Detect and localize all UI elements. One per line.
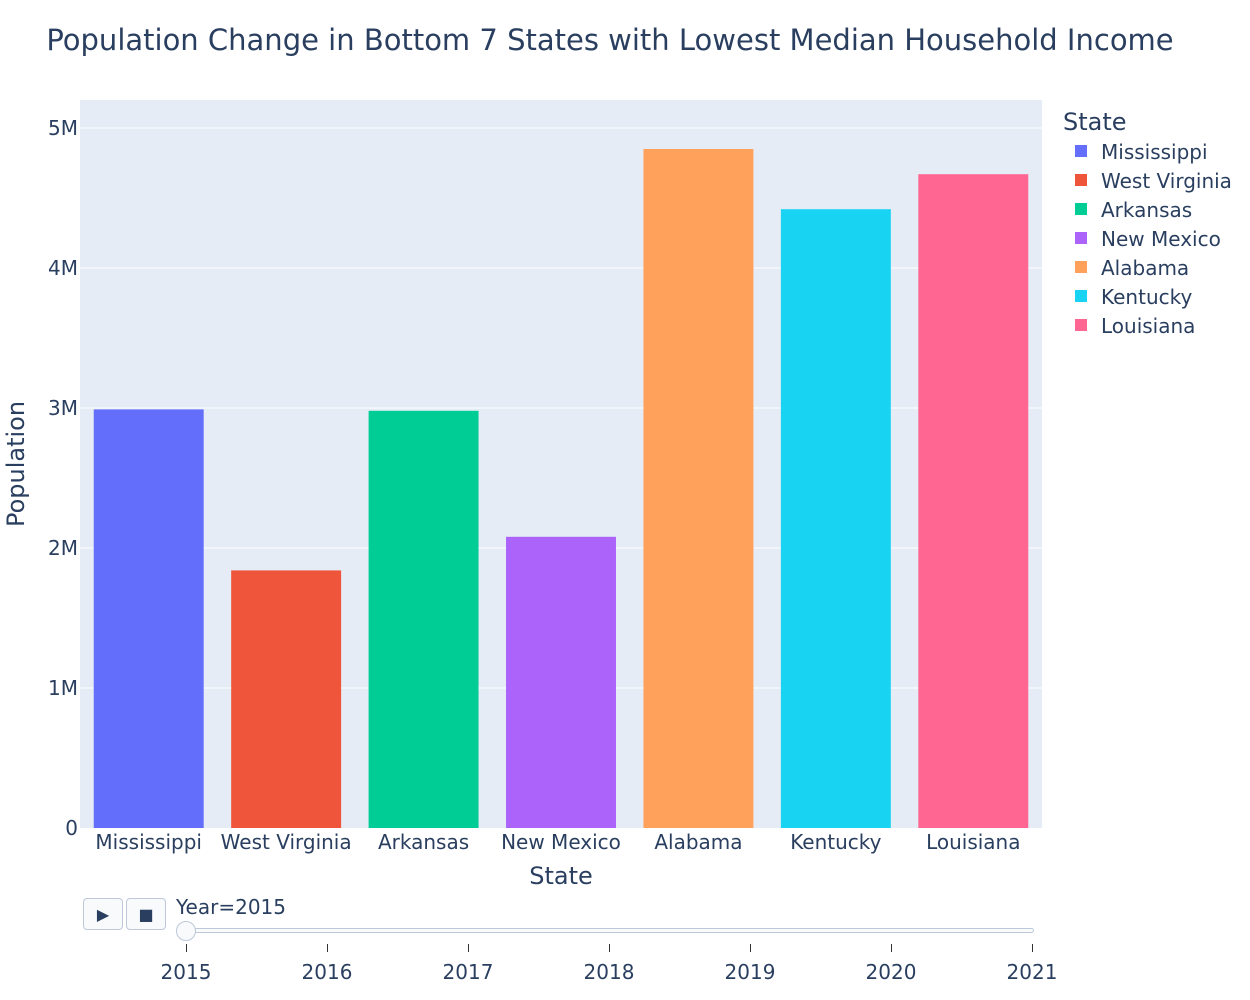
x-tick-label: Arkansas	[378, 830, 469, 854]
x-tick-label: West Virginia	[221, 830, 352, 854]
legend-item-label: Arkansas	[1101, 198, 1192, 222]
slider-tick	[1032, 944, 1033, 952]
legend-swatch	[1075, 319, 1087, 331]
slider-tick	[750, 944, 751, 952]
x-tick-label: Mississippi	[95, 830, 202, 854]
x-tick-label: Alabama	[654, 830, 742, 854]
slider-tick	[468, 944, 469, 952]
slider-current-value: Year=2015	[176, 895, 286, 919]
legend-swatch	[1075, 261, 1087, 273]
y-axis-title: Population	[2, 401, 30, 527]
legend-swatch	[1075, 232, 1087, 244]
slider-year-label[interactable]: 2015	[160, 960, 212, 984]
slider-year-label[interactable]: 2017	[442, 960, 494, 984]
slider-tick	[891, 944, 892, 952]
x-tick-label: New Mexico	[501, 830, 621, 854]
legend-item-label: Mississippi	[1101, 140, 1208, 164]
bar-arkansas	[368, 410, 479, 828]
play-icon: ▶	[96, 904, 110, 924]
bar-mississippi	[93, 409, 204, 828]
slider-year-label[interactable]: 2021	[1006, 960, 1058, 984]
y-tick-label: 0	[65, 816, 78, 840]
chart-title: Population Change in Bottom 7 States wit…	[46, 23, 1173, 57]
y-tick-label: 1M	[48, 676, 78, 700]
legend-swatch	[1075, 203, 1087, 215]
slider-tick	[327, 944, 328, 952]
legend-title: State	[1063, 108, 1127, 136]
y-tick-label: 4M	[48, 256, 78, 280]
stop-button[interactable]: ■	[126, 898, 166, 930]
legend-swatch	[1075, 290, 1087, 302]
y-tick-label: 3M	[48, 396, 78, 420]
x-axis-ticks: Mississippi West Virginia Arkansas New Mexi…	[95, 830, 1020, 854]
legend-item-label: New Mexico	[1101, 227, 1221, 251]
year-slider-handle[interactable]	[176, 921, 196, 941]
bar-kentucky	[780, 209, 891, 828]
slider-year-label[interactable]: 2018	[583, 960, 635, 984]
x-axis-title: State	[529, 862, 593, 890]
bar-louisiana	[918, 174, 1029, 828]
bar-west-virginia	[231, 570, 342, 828]
slider-tick	[186, 944, 187, 952]
legend-item-label: Alabama	[1101, 256, 1189, 280]
slider-year-label[interactable]: 2020	[865, 960, 917, 984]
bar-new-mexico	[506, 536, 616, 828]
bars	[93, 149, 1029, 828]
stop-icon: ■	[138, 904, 154, 924]
slider-year-label[interactable]: 2019	[724, 960, 776, 984]
slider-tick	[609, 944, 610, 952]
legend-item-label: Louisiana	[1101, 314, 1195, 338]
year-slider-track[interactable]	[180, 928, 1034, 933]
x-tick-label: Kentucky	[790, 830, 881, 854]
legend-item-label: West Virginia	[1101, 169, 1232, 193]
legend: State Mississippi West Virginia Arkansas Ne…	[1063, 108, 1232, 338]
slider-year-label[interactable]: 2016	[301, 960, 353, 984]
bar-alabama	[643, 149, 754, 828]
play-button[interactable]: ▶	[83, 898, 123, 930]
y-tick-label: 2M	[48, 536, 78, 560]
x-tick-label: Louisiana	[926, 830, 1020, 854]
legend-item-label: Kentucky	[1101, 285, 1192, 309]
legend-swatch	[1075, 174, 1087, 186]
y-axis-ticks: 0 1M 2M 3M 4M 5M	[48, 116, 78, 840]
y-tick-label: 5M	[48, 116, 78, 140]
legend-swatch	[1075, 145, 1087, 157]
